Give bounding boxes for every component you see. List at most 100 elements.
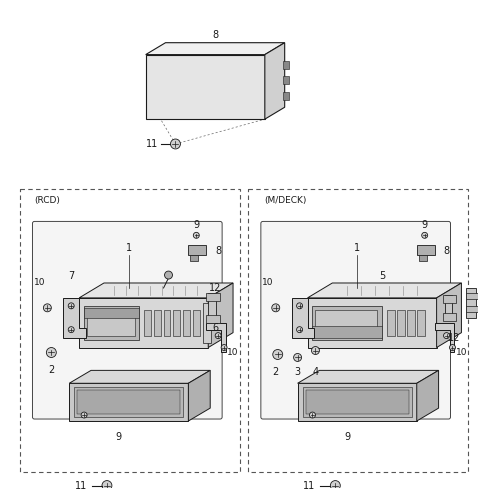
Circle shape <box>170 139 180 149</box>
Bar <box>283 60 288 69</box>
Bar <box>467 306 480 312</box>
Text: 8: 8 <box>444 246 450 256</box>
Circle shape <box>81 412 87 418</box>
Circle shape <box>47 348 56 357</box>
Bar <box>467 293 480 299</box>
Text: 9: 9 <box>344 432 350 442</box>
Text: 10: 10 <box>228 348 239 357</box>
Bar <box>283 92 288 100</box>
Text: 1: 1 <box>354 243 360 253</box>
Bar <box>164 310 170 336</box>
Bar <box>302 387 412 417</box>
Text: 11: 11 <box>146 139 158 149</box>
Text: 12: 12 <box>209 283 221 293</box>
Text: 8: 8 <box>215 246 221 256</box>
Polygon shape <box>265 43 285 119</box>
Circle shape <box>297 327 302 332</box>
Bar <box>203 303 211 343</box>
Bar <box>417 310 425 336</box>
Polygon shape <box>434 323 455 353</box>
Text: (RCD): (RCD) <box>35 196 60 205</box>
Bar <box>193 310 200 336</box>
Circle shape <box>273 350 283 359</box>
Bar <box>315 310 377 327</box>
Bar <box>312 306 382 340</box>
Text: (M/DECK): (M/DECK) <box>264 196 307 205</box>
Bar <box>417 246 434 255</box>
Bar <box>87 310 135 336</box>
Polygon shape <box>298 383 417 421</box>
Polygon shape <box>69 370 210 383</box>
Bar <box>144 310 151 336</box>
Circle shape <box>221 345 227 351</box>
Text: 6: 6 <box>212 323 218 333</box>
Bar <box>206 293 220 301</box>
Text: 2: 2 <box>48 365 54 376</box>
Bar <box>84 308 139 318</box>
Bar <box>74 387 183 417</box>
Text: 8: 8 <box>212 30 218 40</box>
Polygon shape <box>79 298 208 348</box>
Bar <box>77 390 180 414</box>
Bar <box>183 310 191 336</box>
Polygon shape <box>298 370 439 383</box>
Polygon shape <box>308 283 461 298</box>
Bar <box>397 310 405 336</box>
Bar <box>419 255 427 261</box>
Bar <box>387 310 395 336</box>
FancyBboxPatch shape <box>261 221 451 419</box>
Text: 4: 4 <box>312 367 319 378</box>
Bar <box>206 315 220 323</box>
Text: 10: 10 <box>262 278 274 288</box>
Circle shape <box>68 327 74 332</box>
Bar <box>84 306 139 340</box>
Bar <box>154 310 161 336</box>
Circle shape <box>68 303 74 309</box>
Bar <box>191 255 198 261</box>
Circle shape <box>102 481 112 491</box>
Bar <box>407 310 415 336</box>
Bar <box>444 295 453 317</box>
Circle shape <box>444 332 449 339</box>
Text: 9: 9 <box>116 432 122 442</box>
Circle shape <box>165 271 172 279</box>
Bar <box>20 189 240 472</box>
Bar <box>208 293 216 318</box>
FancyBboxPatch shape <box>33 221 222 419</box>
Text: 5: 5 <box>379 271 385 281</box>
Circle shape <box>422 232 428 238</box>
Text: 12: 12 <box>448 332 461 343</box>
Circle shape <box>294 354 301 361</box>
Circle shape <box>215 332 221 339</box>
Polygon shape <box>145 43 285 55</box>
Circle shape <box>310 412 315 418</box>
Text: 10: 10 <box>456 348 467 357</box>
Text: 3: 3 <box>295 367 300 378</box>
Circle shape <box>449 345 456 351</box>
Polygon shape <box>63 298 86 338</box>
Bar <box>443 313 456 321</box>
Bar <box>306 390 409 414</box>
Text: 7: 7 <box>68 271 74 281</box>
Polygon shape <box>417 370 439 421</box>
Circle shape <box>43 304 51 312</box>
Bar <box>312 326 382 338</box>
Circle shape <box>330 481 340 491</box>
Bar <box>188 246 206 255</box>
Polygon shape <box>145 55 265 119</box>
Text: 1: 1 <box>126 243 132 253</box>
Bar <box>248 189 468 472</box>
Text: 9: 9 <box>193 220 199 230</box>
Bar <box>443 295 456 303</box>
Circle shape <box>193 232 199 238</box>
Polygon shape <box>188 370 210 421</box>
Polygon shape <box>206 323 226 353</box>
Bar <box>173 310 180 336</box>
Bar <box>283 77 288 84</box>
Polygon shape <box>292 298 314 338</box>
Text: 10: 10 <box>34 278 45 288</box>
Text: 11: 11 <box>75 481 87 491</box>
Text: 11: 11 <box>303 481 315 491</box>
Circle shape <box>297 303 302 309</box>
Polygon shape <box>308 298 437 348</box>
